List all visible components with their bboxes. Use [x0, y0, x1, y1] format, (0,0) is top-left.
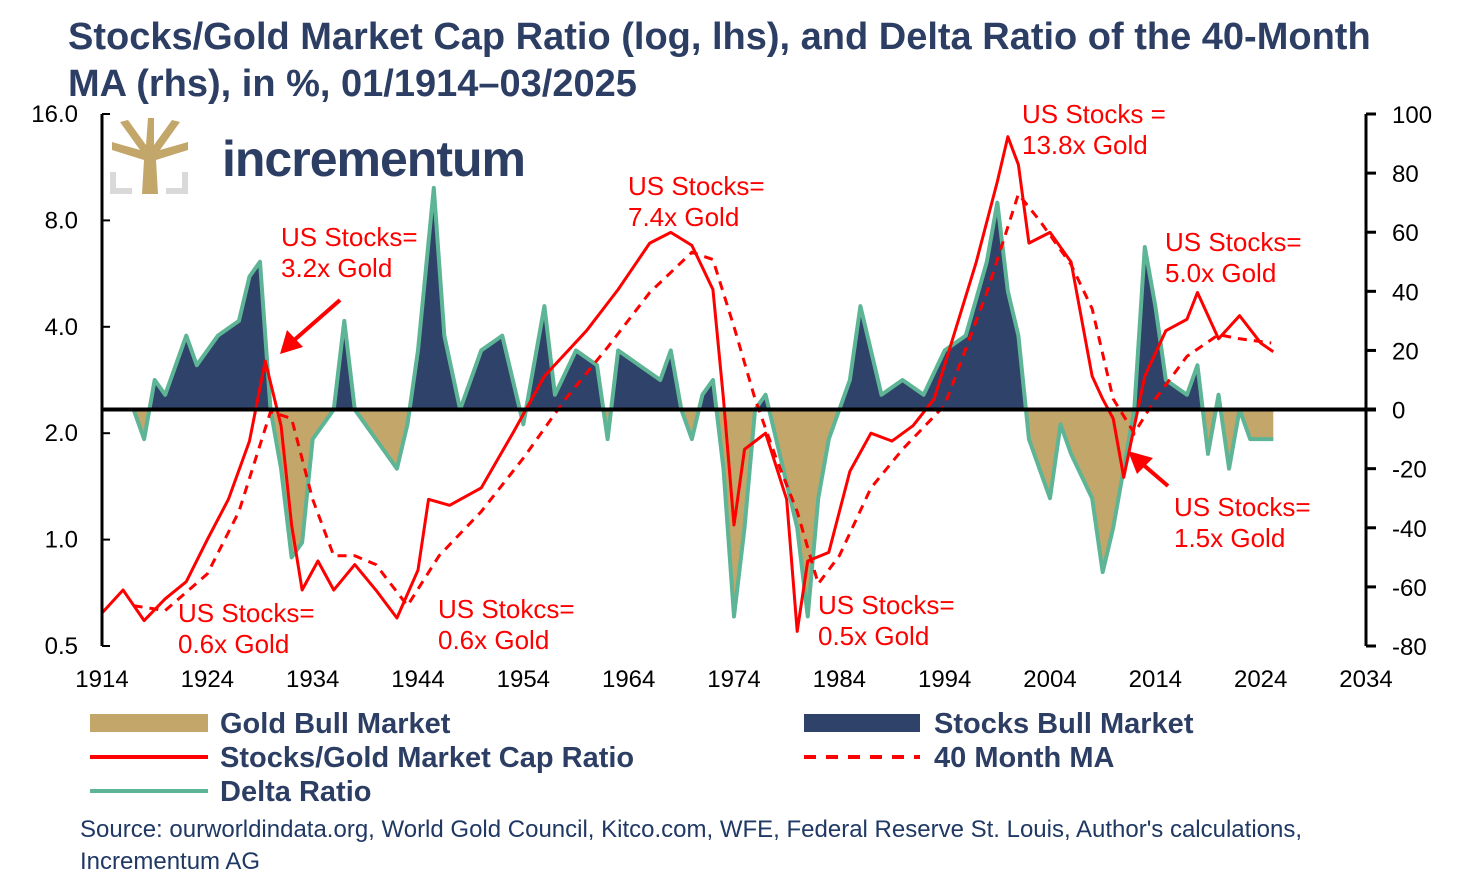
arrow-1-5x-head — [1128, 451, 1153, 474]
right-tick-label: 100 — [1392, 102, 1432, 129]
right-tick-label: -40 — [1392, 516, 1427, 543]
x-tick-label: 1944 — [391, 666, 444, 693]
annotation-line2: 0.5x Gold — [818, 621, 929, 651]
right-tick-label: 0 — [1392, 398, 1405, 425]
x-tick-label: 2034 — [1339, 666, 1392, 693]
x-tick-label: 1914 — [75, 666, 128, 693]
right-tick-label: -60 — [1392, 575, 1427, 602]
legend-gold-bull-swatch — [90, 714, 208, 732]
left-tick-label: 8.0 — [45, 207, 78, 234]
annotation-line2: 13.8x Gold — [1022, 130, 1148, 160]
delta-ratio-line — [131, 185, 1274, 619]
x-tick-label: 1954 — [497, 666, 550, 693]
annotation-line2: 5.0x Gold — [1165, 258, 1276, 288]
annotation-line2: 7.4x Gold — [628, 202, 739, 232]
annotation-line2: 3.2x Gold — [281, 253, 392, 283]
right-tick-label: 80 — [1392, 161, 1419, 188]
left-tick-label: 4.0 — [45, 314, 78, 341]
annotation-line2: 1.5x Gold — [1174, 523, 1285, 553]
legend-ma-label: 40 Month MA — [934, 742, 1114, 774]
x-tick-label: 1984 — [813, 666, 866, 693]
x-tick-label: 2024 — [1234, 666, 1287, 693]
annotation-line1: US Stocks= — [818, 590, 955, 620]
arrow-3-2x-head — [280, 330, 303, 354]
arrow-3-2x-line — [290, 298, 342, 344]
annotation-line1: US Stocks= — [281, 222, 418, 252]
annotation-line1: US Stocks= — [1174, 492, 1311, 522]
x-tick-label: 1924 — [181, 666, 234, 693]
legend-delta-label: Delta Ratio — [220, 776, 371, 808]
annotation-line1: US Stocks = — [1022, 99, 1166, 129]
annotation-line1: US Stocks= — [628, 171, 765, 201]
left-tick-label: 1.0 — [45, 527, 78, 554]
right-tick-label: -80 — [1392, 634, 1427, 661]
stocks-gold-ratio-line — [100, 135, 1275, 633]
annotation-line1: US Stokcs= — [438, 594, 575, 624]
right-tick-label: -20 — [1392, 457, 1427, 484]
logo-text: incrementum — [222, 131, 525, 187]
legend-ratio-label: Stocks/Gold Market Cap Ratio — [220, 742, 634, 774]
legend-stocks-bull-swatch — [804, 714, 920, 732]
ma-40-month-line — [133, 190, 1272, 613]
incrementum-logo: incrementum — [110, 118, 526, 194]
right-tick-label: 20 — [1392, 338, 1419, 365]
x-tick-label: 1964 — [602, 666, 655, 693]
right-tick-label: 40 — [1392, 279, 1419, 306]
legend-gold-bull-label: Gold Bull Market — [220, 708, 451, 740]
annotation-line1: US Stocks= — [1165, 227, 1302, 257]
legend-stocks-bull-label: Stocks Bull Market — [934, 708, 1194, 740]
left-tick-label: 0.5 — [45, 633, 78, 660]
x-tick-label: 1974 — [707, 666, 760, 693]
right-tick-label: 60 — [1392, 220, 1419, 247]
source-note: Source: ourworldindata.org, World Gold C… — [80, 816, 1303, 875]
left-tick-label: 2.0 — [45, 420, 78, 447]
chart-title: Stocks/Gold Market Cap Ratio (log, lhs),… — [68, 16, 1371, 105]
x-tick-label: 1934 — [286, 666, 339, 693]
annotation-line2: 0.6x Gold — [178, 629, 289, 659]
annotation-line2: 0.6x Gold — [438, 625, 549, 655]
x-tick-label: 2004 — [1023, 666, 1076, 693]
annotation-line1: US Stocks= — [178, 598, 315, 628]
x-tick-label: 2014 — [1129, 666, 1182, 693]
left-tick-label: 16.0 — [31, 101, 78, 128]
x-tick-label: 1994 — [918, 666, 971, 693]
